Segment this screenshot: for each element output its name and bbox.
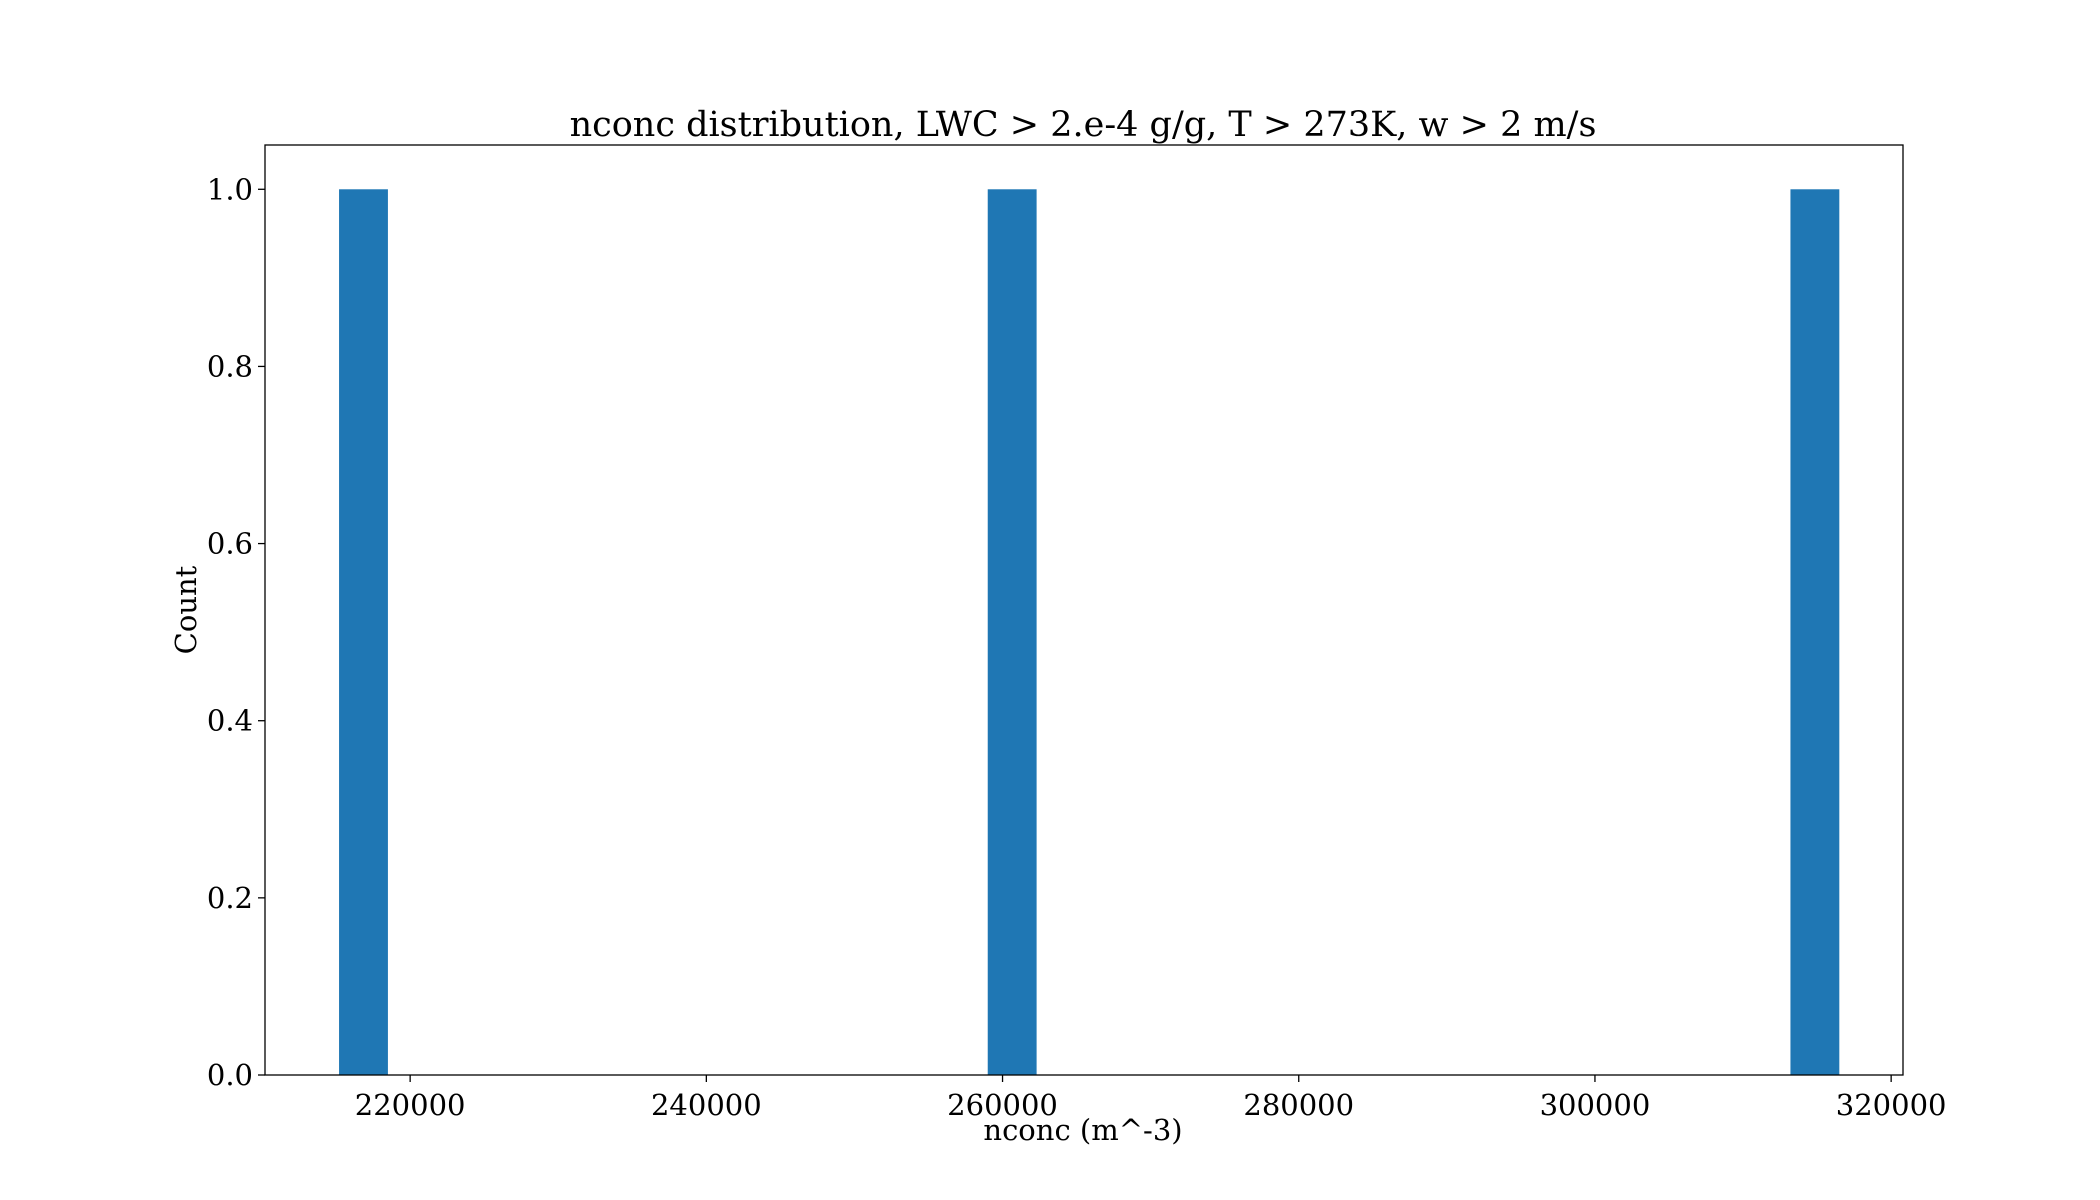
plot-frame [264,144,1904,1076]
y-axis: 0.0 0.2 0.4 0.6 0.8 1.0 [207,172,265,1092]
y-tick-label: 0.0 [207,1058,253,1092]
x-tick-label: 320000 [1836,1088,1947,1122]
x-tick-label: 300000 [1540,1088,1651,1122]
x-tick-label: 280000 [1243,1088,1354,1122]
y-tick-label: 0.6 [207,527,253,561]
histogram-bar-2 [987,189,1037,1076]
x-tick-label: 260000 [947,1088,1058,1122]
x-tick-label: 240000 [651,1088,762,1122]
y-tick-label: 0.2 [207,881,253,915]
x-axis: 220000 240000 260000 280000 300000 320000 [355,1075,1947,1122]
y-tick-label: 0.4 [207,704,253,738]
x-tick-label: 220000 [355,1088,466,1122]
y-axis-label: Count [169,565,203,654]
chart-title: nconc distribution, LWC > 2.e-4 g/g, T >… [570,105,1597,145]
x-axis-label: nconc (m^-3) [983,1113,1182,1147]
y-tick-label: 0.8 [207,349,253,383]
histogram-bar-3 [1790,189,1840,1076]
bars-layer [339,189,1840,1076]
histogram-bar-1 [339,189,388,1076]
y-tick-label: 1.0 [207,172,253,206]
